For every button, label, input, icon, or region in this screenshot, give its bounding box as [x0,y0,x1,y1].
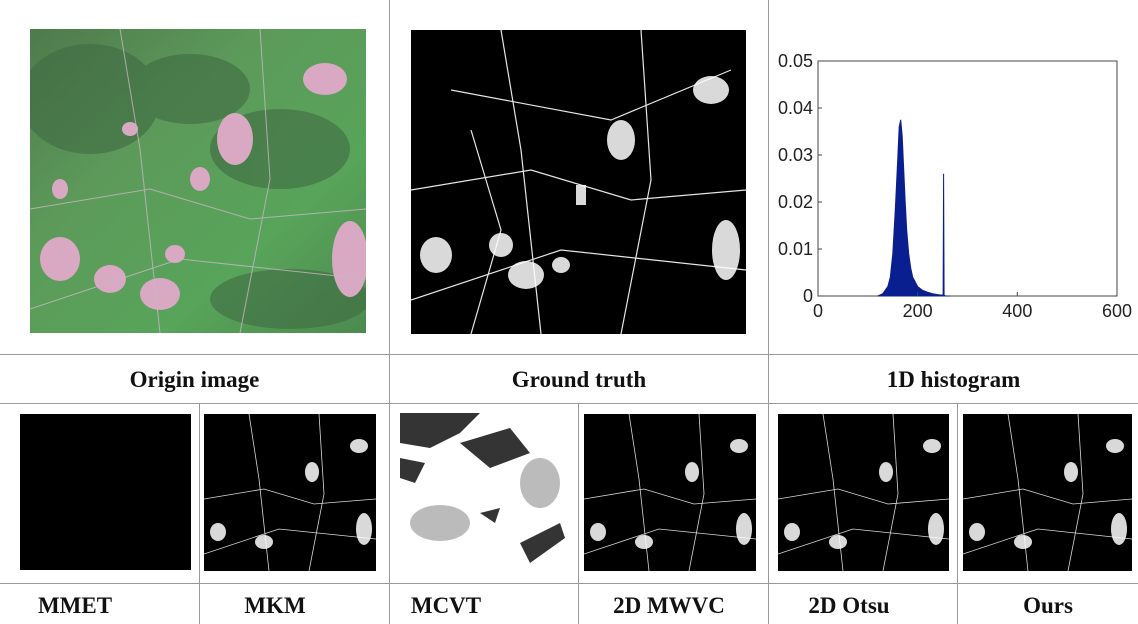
x-tick-label: 600 [1102,301,1132,321]
caption-mkm: MKM [244,593,306,618]
ground-truth-image [410,29,747,335]
histogram-area [877,119,951,297]
y-tick-label: 0.05 [778,52,813,71]
divider-col-2 [768,0,769,624]
divider-sub-2 [578,404,579,624]
caption-mcvt: MCVT [410,593,482,618]
2d-mwvc-image [583,413,757,572]
histogram-svg: 0 200 400 600 0 0.01 0.02 0.03 0.04 0.05 [778,51,1132,321]
2d-otsu-image [777,413,950,572]
y-tick-label: 0.03 [778,145,813,165]
y-tick-label: 0.02 [778,192,813,212]
caption-2d-mwvc: 2D MWVC [613,593,725,618]
mcvt-image [400,413,570,571]
caption-1d-histogram: 1D histogram [886,367,1021,392]
y-tick-label: 0 [803,286,813,306]
divider-col-1 [389,0,390,624]
ours-image [962,413,1133,572]
x-tick-label: 200 [903,301,933,321]
caption-ours: Ours [1023,593,1073,618]
histogram-chart: 0 200 400 600 0 0.01 0.02 0.03 0.04 0.05 [770,51,1138,350]
divider-row-3 [0,583,1138,584]
caption-2d-otsu: 2D Otsu [808,593,890,618]
divider-row-2 [0,403,1138,404]
origin-image [20,28,370,334]
divider-sub-1 [199,404,200,624]
x-tick-label: 0 [813,301,823,321]
divider-sub-3 [957,404,958,624]
y-tick-label: 0.04 [778,98,813,118]
mmet-image [20,414,191,570]
y-tick-label: 0.01 [778,239,813,259]
x-tick-label: 400 [1002,301,1032,321]
mkm-image [203,413,377,572]
caption-mmet: MMET [37,593,113,618]
plot-frame [817,60,1118,297]
divider-row-1 [0,354,1138,355]
caption-ground-truth: Ground truth [511,367,647,392]
caption-origin-image: Origin image [129,367,260,392]
